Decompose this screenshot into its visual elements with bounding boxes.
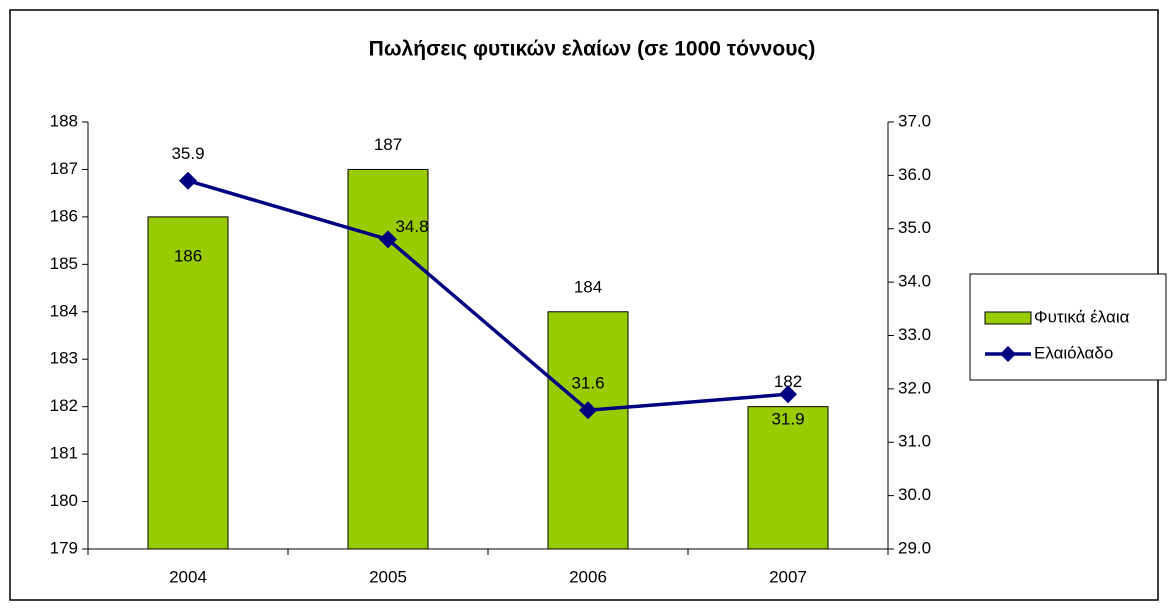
- legend-swatch: [984, 311, 1032, 325]
- y2-tick-label: 37.0: [898, 111, 931, 130]
- y-tick-label: 180: [50, 491, 78, 510]
- bar: [747, 406, 829, 550]
- line-label: 34.8: [395, 217, 428, 236]
- line-marker: [179, 171, 197, 190]
- legend-box: [969, 273, 1167, 381]
- y-tick-label: 184: [50, 301, 78, 320]
- y2-tick-label: 31.0: [898, 432, 931, 451]
- x-tick-label: 2006: [569, 567, 607, 586]
- line-marker: [379, 230, 397, 249]
- x-tick-label: 2005: [369, 567, 407, 586]
- bar-label: 186: [174, 246, 202, 265]
- y2-tick-label: 36.0: [898, 165, 931, 184]
- bar-label: 187: [374, 135, 402, 154]
- y-tick-label: 183: [50, 349, 78, 368]
- line-label: 31.9: [771, 410, 804, 429]
- y-tick-label: 181: [50, 444, 78, 463]
- bar: [547, 311, 629, 550]
- chart-title: Πωλήσεις φυτικών ελαίων (σε 1000 τόννους…: [369, 38, 816, 61]
- line: [187, 179, 789, 413]
- x-tick-label: 2007: [769, 567, 807, 586]
- y-tick-label: 179: [50, 538, 78, 557]
- bar: [147, 216, 229, 550]
- y-tick-label: 185: [50, 254, 78, 273]
- y-tick-label: 188: [50, 111, 78, 130]
- x-tick-label: 2004: [169, 567, 207, 586]
- y2-tick-label: 32.0: [898, 378, 931, 397]
- y-tick-label: 182: [50, 396, 78, 415]
- y2-tick-label: 34.0: [898, 272, 931, 291]
- y2-tick-label: 35.0: [898, 218, 931, 237]
- legend-label: Φυτικά έλαια: [1034, 307, 1130, 326]
- line-marker: [779, 385, 797, 404]
- y-tick-label: 187: [50, 159, 78, 178]
- y2-tick-label: 33.0: [898, 325, 931, 344]
- line-marker: [579, 401, 597, 420]
- legend-label: Ελαιόλαδο: [1034, 343, 1113, 362]
- bar-label: 184: [574, 277, 602, 296]
- legend-marker: [1000, 346, 1016, 362]
- bar-label: 182: [774, 372, 802, 391]
- y2-tick-label: 29.0: [898, 538, 931, 557]
- y2-tick-label: 30.0: [898, 485, 931, 504]
- line-label: 31.6: [571, 374, 604, 393]
- line-label: 35.9: [171, 144, 204, 163]
- y-tick-label: 186: [50, 206, 78, 225]
